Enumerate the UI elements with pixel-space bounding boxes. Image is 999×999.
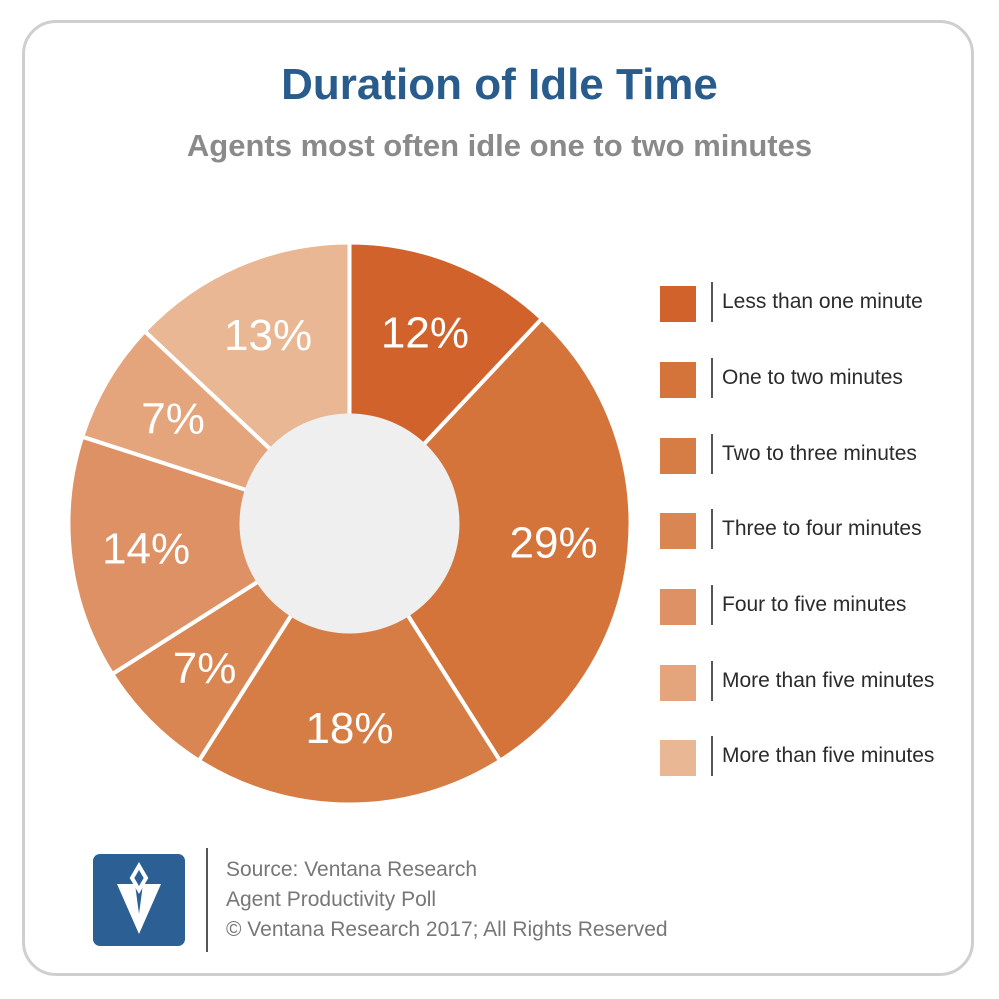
legend-swatch bbox=[660, 438, 696, 474]
legend-item-four-to-five-minutes: Four to five minutes bbox=[660, 585, 980, 625]
legend-item-less-than-one-minute: Less than one minute bbox=[660, 282, 980, 322]
pie-slice bbox=[196, 519, 503, 807]
donut-hole bbox=[239, 413, 460, 634]
slice-value-label: 7% bbox=[141, 395, 205, 444]
legend-swatch bbox=[660, 589, 696, 625]
pie-slice bbox=[66, 434, 355, 677]
footer-poll: Agent Productivity Poll bbox=[226, 888, 437, 911]
legend-item-more-than-five-minutes: More than five minutes bbox=[660, 661, 980, 701]
legend-swatch bbox=[660, 286, 696, 322]
slice-value-label: 18% bbox=[305, 704, 393, 753]
legend-label: Four to five minutes bbox=[722, 593, 907, 616]
legend-swatch bbox=[660, 513, 696, 549]
legend-item-three-to-four-minutes: Three to four minutes bbox=[660, 509, 980, 549]
slice-value-label: 29% bbox=[510, 518, 598, 567]
ventana-v-mark-icon bbox=[117, 862, 161, 934]
donut-chart: 12% 29% 18% 7% 14% 7% 13% bbox=[66, 240, 633, 807]
slice-value-label: 13% bbox=[224, 311, 312, 360]
legend-swatch bbox=[660, 740, 696, 776]
legend-divider bbox=[711, 282, 713, 322]
legend-divider bbox=[711, 736, 713, 776]
legend-divider bbox=[711, 509, 713, 549]
footer-source: Source: Ventana Research bbox=[226, 858, 477, 881]
slice-value-label: 14% bbox=[102, 525, 190, 574]
legend-swatch bbox=[660, 362, 696, 398]
legend-item-more-than-five-minutes-2: More than five minutes bbox=[660, 736, 980, 776]
chart-title: Duration of Idle Time bbox=[281, 60, 718, 109]
legend-label: Less than one minute bbox=[722, 290, 923, 313]
legend-divider bbox=[711, 434, 713, 474]
legend-label: Two to three minutes bbox=[722, 442, 917, 465]
legend-label: More than five minutes bbox=[722, 669, 935, 692]
legend-swatch bbox=[660, 665, 696, 701]
legend-item-two-to-three-minutes: Two to three minutes bbox=[660, 434, 980, 474]
legend-label: One to two minutes bbox=[722, 366, 903, 389]
legend-divider bbox=[711, 661, 713, 701]
slice-value-label: 7% bbox=[173, 644, 237, 693]
legend-label: Three to four minutes bbox=[722, 517, 922, 540]
chart-subtitle: Agents most often idle one to two minute… bbox=[186, 128, 813, 163]
legend-divider bbox=[711, 358, 713, 398]
legend-label: More than five minutes bbox=[722, 744, 935, 767]
footer-divider bbox=[206, 848, 208, 952]
slice-value-label: 12% bbox=[381, 308, 469, 357]
pie-slice bbox=[346, 315, 633, 764]
legend-divider bbox=[711, 585, 713, 625]
footer-copyright: © Ventana Research 2017; All Rights Rese… bbox=[226, 918, 668, 941]
legend-item-one-to-two-minutes: One to two minutes bbox=[660, 358, 980, 398]
ventana-logo-icon bbox=[93, 854, 185, 946]
